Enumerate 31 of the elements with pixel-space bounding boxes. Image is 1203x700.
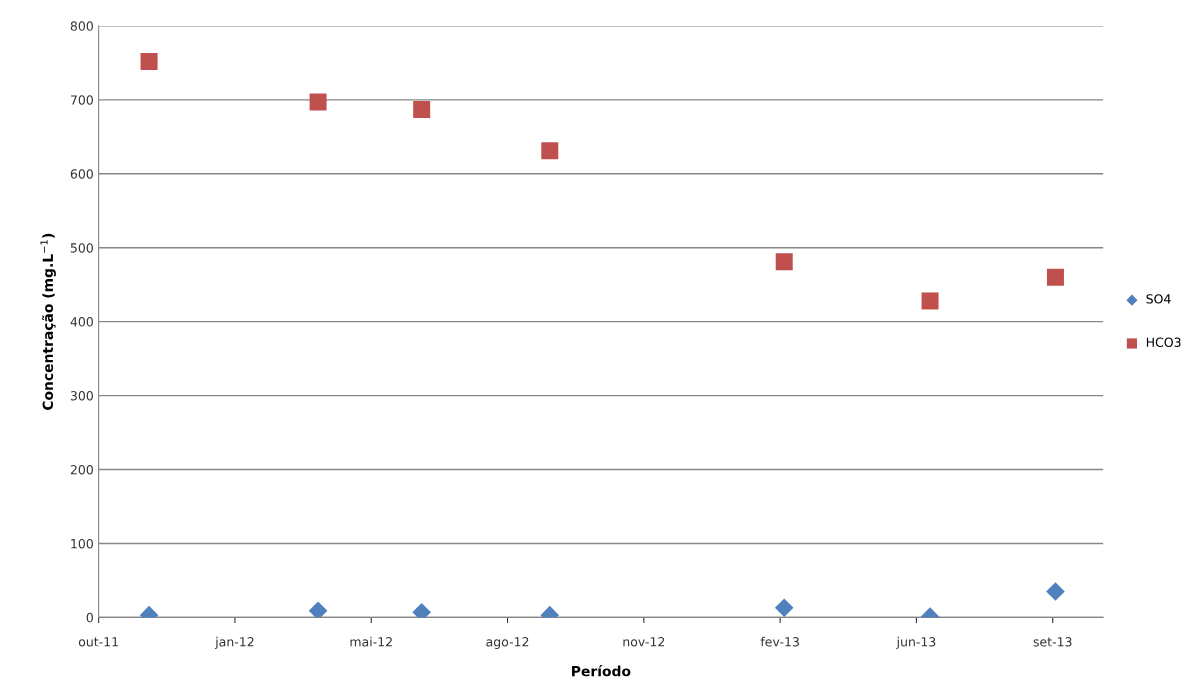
legend-label: SO4 [1146, 294, 1171, 304]
point [921, 292, 939, 310]
point [1046, 582, 1065, 601]
x-tick-label: jun-13 [896, 636, 936, 649]
point [774, 598, 794, 618]
y-tick-label: 100 [71, 538, 93, 549]
point [413, 100, 431, 118]
x-tick-label: fev-13 [760, 636, 799, 647]
y-tick-label: 200 [70, 465, 93, 475]
y-tick-label: 0 [86, 612, 93, 623]
point [308, 601, 328, 618]
y-tick-label: 300 [70, 391, 93, 401]
y-tick-label: 400 [70, 317, 93, 327]
point [309, 93, 327, 111]
y-tick-label: 500 [70, 243, 93, 253]
point [1046, 268, 1064, 286]
point [140, 52, 158, 70]
x-tick-label: set-13 [1033, 637, 1072, 647]
legend-label: HCO3 [1146, 337, 1181, 347]
x-tick-label: out-11 [78, 637, 118, 647]
x-tick-label: mai-12 [350, 636, 392, 647]
y-tick-label: 800 [70, 21, 93, 31]
y-tick-label: 600 [70, 169, 93, 179]
y-axis-title: Concentração (mg.L$^{−1}$) [40, 233, 56, 411]
point [541, 142, 559, 160]
x-tick-label: nov-12 [623, 637, 665, 647]
y-tick-label: 700 [70, 95, 93, 105]
x-tick-label: jan-12 [214, 636, 254, 649]
x-axis-title: Período [572, 665, 631, 677]
point [775, 253, 793, 271]
x-tick-label: ago-12 [486, 637, 529, 649]
